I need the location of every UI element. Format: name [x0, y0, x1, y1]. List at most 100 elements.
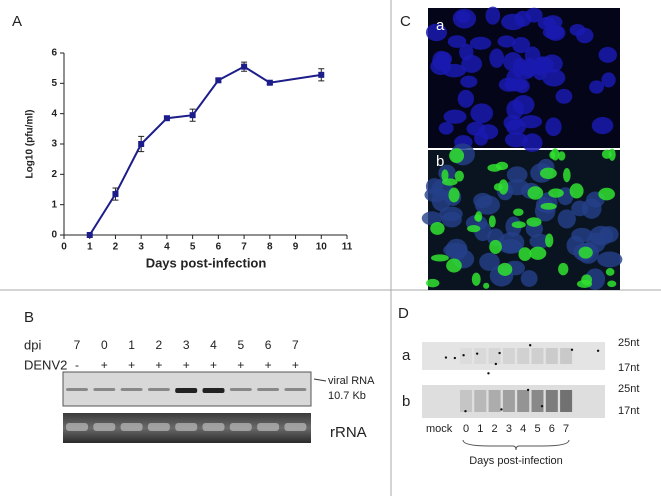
lane-label: 1 [477, 423, 483, 435]
row-label: a [402, 347, 411, 364]
stain [605, 268, 615, 276]
speck [498, 351, 501, 355]
lane-sign: + [155, 358, 162, 372]
pointer [313, 378, 327, 382]
band [474, 348, 487, 364]
speck [528, 344, 532, 347]
marker: 25nt [618, 337, 639, 349]
nucleus [485, 6, 501, 25]
row-label: dpi [24, 337, 41, 352]
lane-label: 5 [534, 423, 540, 435]
nucleus [421, 211, 443, 226]
stain [446, 258, 462, 273]
band [560, 348, 573, 364]
nucleus [557, 209, 576, 229]
nucleus [512, 37, 531, 54]
y-tick-label: 3 [51, 139, 57, 150]
nucleus [545, 117, 562, 137]
lane-label: 6 [549, 423, 555, 435]
band [460, 348, 472, 364]
marker: 17nt [618, 362, 639, 374]
microscopy [421, 6, 623, 290]
lane-label: 2 [156, 338, 163, 352]
stain [607, 280, 617, 288]
band [120, 388, 143, 391]
band [257, 423, 280, 431]
nucleus [591, 117, 614, 135]
stain [474, 214, 482, 222]
stain [425, 278, 440, 288]
marker: 17nt [618, 405, 639, 417]
stain [430, 221, 445, 235]
band [502, 348, 515, 364]
lane-label: 7 [74, 338, 81, 352]
x-tick-label: 10 [316, 242, 328, 253]
band [460, 390, 472, 412]
nucleus [501, 13, 525, 31]
blot-a [422, 342, 605, 370]
band [284, 423, 307, 431]
x-tick-label: 2 [113, 242, 119, 253]
nucleus [586, 232, 606, 253]
panel-label: D [398, 305, 409, 322]
band [202, 388, 225, 393]
lane-label: 5 [237, 338, 244, 352]
point [241, 63, 248, 70]
stain [608, 148, 616, 161]
speck [464, 409, 467, 413]
speck [540, 404, 544, 408]
stain [441, 178, 458, 186]
nucleus [474, 195, 501, 215]
point [138, 141, 145, 147]
point [189, 112, 196, 119]
stain [550, 148, 560, 161]
stain [581, 274, 593, 286]
band [147, 423, 170, 431]
band [474, 390, 487, 412]
y-tick-label: 6 [51, 48, 57, 59]
speck [487, 372, 490, 375]
nucleus [512, 95, 535, 115]
image-label: b [436, 153, 444, 170]
band [488, 348, 501, 364]
stain [441, 169, 449, 182]
stain [526, 217, 542, 227]
nucleus [479, 252, 500, 271]
band [560, 390, 573, 412]
band [93, 423, 116, 431]
nucleus [489, 48, 505, 68]
y-tick-label: 5 [51, 78, 57, 89]
point [215, 77, 222, 84]
lane-sign: + [101, 358, 108, 372]
speck [570, 348, 574, 352]
lane-label: 3 [183, 338, 190, 352]
stain [569, 183, 584, 199]
speck [475, 352, 479, 355]
nucleus [504, 131, 528, 148]
stain [471, 272, 481, 286]
stain [558, 262, 569, 276]
speck [453, 356, 457, 360]
band [284, 388, 307, 391]
band-label: viral RNA [328, 375, 375, 387]
band [93, 388, 116, 391]
point [86, 232, 93, 238]
speck [596, 349, 600, 353]
x-tick-label: 1 [87, 242, 93, 253]
lane-label: 0 [463, 423, 469, 435]
stain [449, 148, 465, 164]
speck [500, 408, 503, 411]
x-tick-label: 0 [61, 242, 67, 253]
x-axis-title: Days post-infection [469, 455, 563, 467]
band [175, 423, 198, 431]
stain [545, 233, 554, 248]
stain [527, 186, 544, 200]
nucleus [460, 75, 478, 88]
nucleus [497, 35, 516, 48]
y-tick-label: 2 [51, 169, 57, 180]
stain [513, 208, 524, 216]
band [66, 388, 88, 391]
nucleus [589, 80, 604, 94]
nucleus [439, 206, 463, 222]
